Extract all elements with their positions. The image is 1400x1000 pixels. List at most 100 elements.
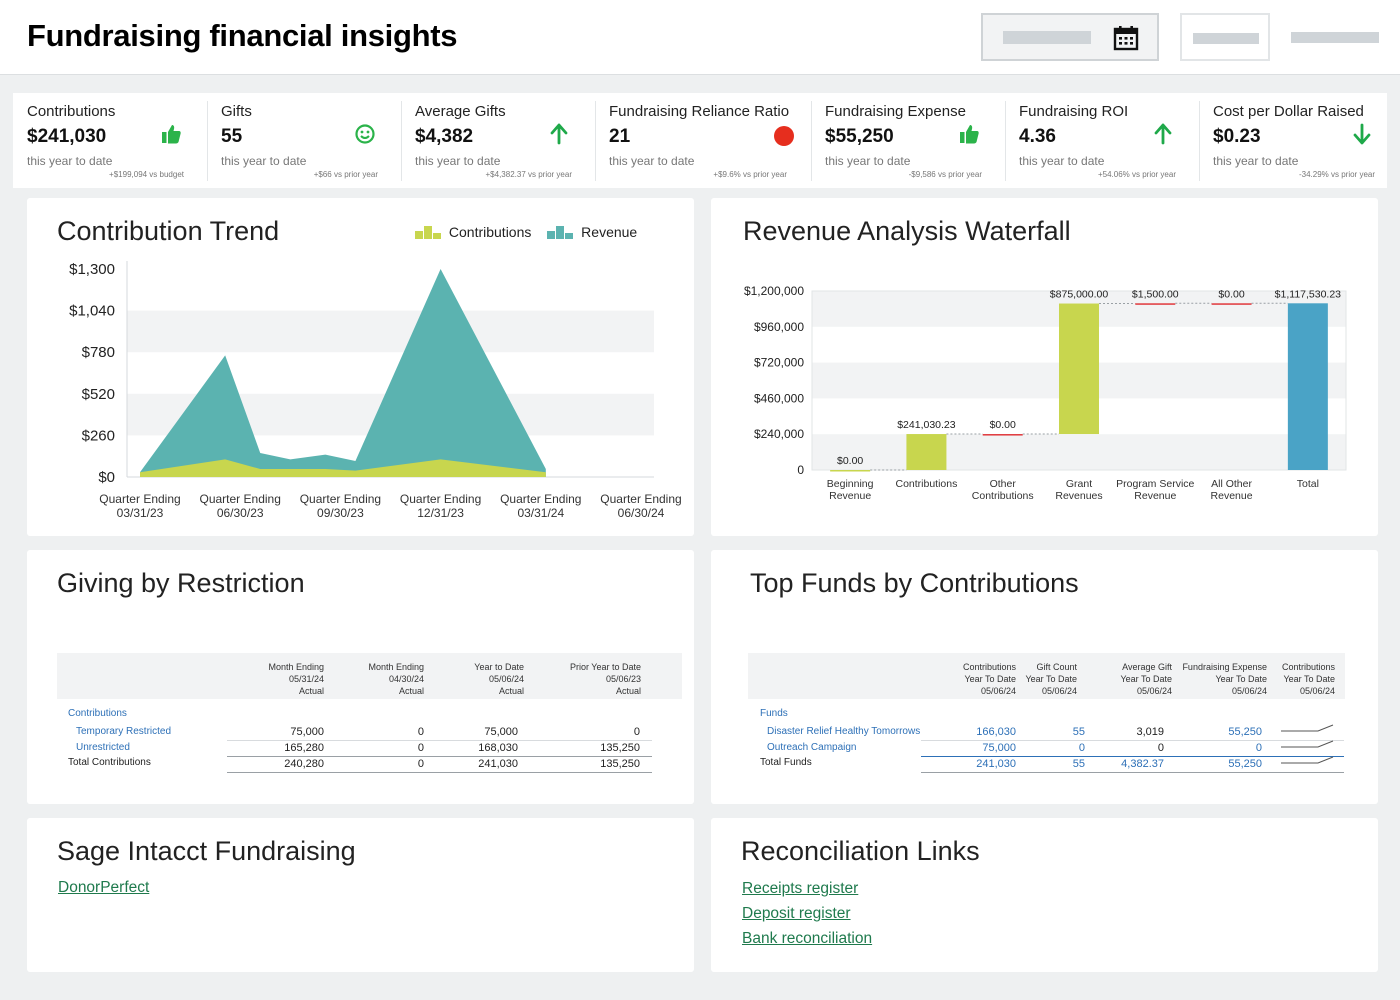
cell[interactable]: 166,030 — [976, 726, 1016, 738]
row-divider — [227, 772, 652, 773]
panel-title: Reconciliation Links — [741, 836, 980, 866]
deposit-register-link[interactable]: Deposit register — [742, 905, 851, 922]
x-tick-label: Contributions — [972, 490, 1034, 502]
reconciliation-panel: Reconciliation Links Receipts register D… — [711, 818, 1378, 972]
kpi-strip: Contributions $241,030 this year to date… — [13, 93, 1387, 188]
kpi-label: Fundraising Reliance Ratio — [609, 103, 790, 120]
waterfall-panel: Revenue Analysis Waterfall 0 $240,000 $460… — [711, 198, 1378, 536]
table-header: Contributions Year To Date 05/06/24 Gift C… — [748, 653, 1345, 699]
kpi-label: Cost per Dollar Raised — [1213, 103, 1364, 120]
cell: 241,030 — [478, 758, 518, 770]
kpi-sub: this year to date — [221, 154, 307, 168]
header-placeholder[interactable] — [1291, 32, 1379, 43]
chart-legend: Contributions Revenue — [415, 224, 637, 242]
waterfall-bar — [906, 434, 947, 470]
x-tick-label: Quarter Ending — [300, 492, 381, 506]
cell: 3,019 — [1136, 726, 1164, 738]
sage-fundraising-panel: Sage Intacct Fundraising DonorPerfect — [27, 818, 694, 972]
total-label: Total Funds — [760, 757, 812, 768]
data-label: $241,030.23 — [897, 419, 956, 431]
kpi-average-gifts[interactable]: Average Gifts $4,382 this year to date +… — [401, 93, 584, 188]
kpi-sub: this year to date — [1213, 154, 1299, 168]
page-title: Fundraising financial insights — [27, 18, 458, 53]
row-label[interactable]: Temporary Restricted — [76, 726, 172, 737]
cell[interactable]: 55,250 — [1228, 758, 1262, 770]
data-label: $0.00 — [837, 455, 863, 467]
x-tick-label: Beginning — [827, 478, 874, 490]
waterfall-chart: 0 $240,000 $460,000 $720,000 $960,000 $1,200,… — [744, 284, 1347, 502]
area-series-contributions — [140, 459, 546, 477]
kpi-label: Fundraising Expense — [825, 103, 966, 120]
x-tick-label: Other — [990, 478, 1017, 490]
kpi-gifts[interactable]: Gifts 55 this year to date +$66 vs prior… — [207, 93, 390, 188]
arrow-up-icon — [548, 123, 570, 145]
cell[interactable]: 55 — [1072, 758, 1085, 770]
cell: 0 — [1157, 742, 1164, 754]
kpi-cost-per-dollar[interactable]: Cost per Dollar Raised $0.23 this year t… — [1199, 93, 1387, 188]
kpi-sub: this year to date — [825, 154, 911, 168]
data-label: $0.00 — [990, 419, 1016, 431]
x-tick-label: All Other — [1211, 478, 1252, 490]
section-label[interactable]: Contributions — [68, 708, 127, 719]
cell[interactable]: 55,250 — [1228, 726, 1262, 738]
y-tick-label: $780 — [82, 344, 115, 361]
x-tick-label: Grant — [1066, 478, 1092, 490]
kpi-comparison: +54.06% vs prior year — [1097, 170, 1176, 179]
cell[interactable]: 75,000 — [982, 742, 1016, 754]
cell: 0 — [417, 726, 424, 738]
y-tick-label: $1,040 — [69, 303, 115, 320]
grid-band — [812, 434, 1346, 470]
calendar-icon[interactable] — [1113, 25, 1139, 56]
cell: 0 — [633, 726, 640, 738]
data-label: $1,500.00 — [1132, 288, 1179, 300]
thumbs-up-icon — [958, 123, 980, 145]
waterfall-bar — [1135, 303, 1176, 305]
cell[interactable]: 241,030 — [976, 758, 1016, 770]
grid-band — [127, 393, 654, 436]
legend-label-contributions: Contributions — [448, 224, 532, 240]
y-tick-label: $240,000 — [754, 427, 804, 441]
cell[interactable]: 0 — [1078, 742, 1085, 754]
bank-reconciliation-link[interactable]: Bank reconciliation — [742, 930, 873, 947]
x-tick-label: Revenue — [1211, 490, 1253, 502]
column-header: Fundraising Expense Year To Date 05/06/24 — [1182, 662, 1267, 696]
row-label[interactable]: Unrestricted — [76, 742, 130, 753]
section-label[interactable]: Funds — [760, 708, 788, 719]
column-header: Average Gift Year To Date 05/06/24 — [1120, 662, 1172, 696]
data-label: $0.00 — [1218, 288, 1244, 300]
x-tick-label: Contributions — [895, 478, 957, 490]
row-divider — [227, 740, 652, 741]
kpi-sub: this year to date — [27, 154, 113, 168]
page-header: Fundraising financial insights — [0, 0, 1400, 75]
filter-button[interactable] — [1180, 13, 1270, 61]
kpi-contributions[interactable]: Contributions $241,030 this year to date… — [13, 93, 196, 188]
cell[interactable]: 0 — [1255, 742, 1262, 754]
kpi-fundraising-expense[interactable]: Fundraising Expense $55,250 this year to… — [811, 93, 994, 188]
kpi-fundraising-roi[interactable]: Fundraising ROI 4.36 this year to date +… — [1005, 93, 1188, 188]
cell[interactable]: 55 — [1072, 726, 1085, 738]
cell: 135,250 — [600, 758, 640, 770]
kpi-reliance-ratio[interactable]: Fundraising Reliance Ratio 21 this year … — [595, 93, 799, 188]
row-label[interactable]: Outreach Campaign — [767, 742, 857, 753]
y-tick-label: $260 — [82, 427, 115, 444]
y-tick-label: $1,200,000 — [744, 284, 804, 298]
cell: 168,030 — [478, 742, 518, 754]
date-picker[interactable] — [981, 13, 1159, 61]
x-tick-label: Total — [1297, 478, 1319, 490]
receipts-register-link[interactable]: Receipts register — [742, 880, 859, 897]
data-label: $1,117,530.23 — [1275, 288, 1342, 300]
cell[interactable]: 4,382.37 — [1121, 758, 1164, 770]
grid-band — [127, 310, 654, 353]
x-tick-label: Revenue — [829, 490, 871, 502]
kpi-value: $0.23 — [1213, 126, 1261, 147]
x-tick-label: 03/31/24 — [517, 506, 564, 520]
legend-swatch-revenue — [547, 225, 577, 242]
row-label[interactable]: Disaster Relief Healthy Tomorrows — [767, 726, 921, 737]
donorperfect-link[interactable]: DonorPerfect — [58, 879, 150, 896]
x-tick-label: Revenues — [1055, 490, 1102, 502]
waterfall-bar — [830, 470, 871, 472]
legend-swatch-contributions — [415, 225, 445, 242]
x-tick-label: 06/30/23 — [217, 506, 264, 520]
data-label: $875,000.00 — [1050, 289, 1109, 301]
sparkline — [1280, 738, 1334, 757]
